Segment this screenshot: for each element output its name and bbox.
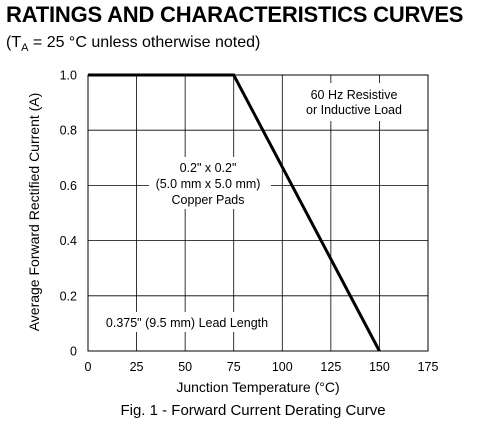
x-tick-label: 100 — [272, 360, 293, 374]
x-tick-label: 125 — [320, 360, 341, 374]
annotation-load-bg — [293, 83, 421, 121]
annotation-pads-line2: (5.0 mm x 5.0 mm) — [156, 177, 261, 191]
annotation-pads-line1: 0.2" x 0.2" — [180, 161, 237, 175]
y-ticks: 0 0.2 0.4 0.6 0.8 1.0 — [60, 69, 77, 359]
x-tick-label: 150 — [369, 360, 390, 374]
annotation-pads: 0.2" x 0.2" (5.0 mm x 5.0 mm) Copper Pad… — [149, 157, 271, 209]
y-axis-label: Average Forward Rectified Current (A) — [26, 93, 42, 332]
annotation-load: 60 Hz Resistive or Inductive Load — [293, 83, 421, 121]
page-title: RATINGS AND CHARACTERISTICS CURVES — [6, 2, 464, 27]
y-tick-label: 0.2 — [60, 289, 77, 303]
derating-curve — [88, 73, 381, 352]
y-tick-label: 0.8 — [60, 124, 77, 138]
x-tick-label: 50 — [178, 360, 192, 374]
condition-subscript: A — [21, 42, 29, 55]
x-tick-label: 0 — [85, 360, 92, 374]
x-axis-label: Junction Temperature (°C) — [176, 379, 339, 395]
annotation-lead-bg — [94, 312, 280, 332]
y-tick-label: 0.4 — [60, 234, 77, 248]
annotation-load-line1: 60 Hz Resistive — [311, 88, 398, 102]
test-condition: (TA = 25 °C unless otherwise noted) — [6, 34, 260, 54]
y-tick-label: 0 — [70, 345, 77, 359]
x-tick-label: 75 — [227, 360, 241, 374]
plot-frame — [87, 74, 429, 352]
x-tick-label: 25 — [130, 360, 144, 374]
y-tick-label: 1.0 — [60, 69, 77, 83]
condition-suffix: = 25 °C unless otherwise noted) — [28, 34, 261, 51]
y-tick-label: 0.6 — [60, 179, 77, 193]
x-tick-label: 175 — [418, 360, 439, 374]
grid — [88, 75, 428, 351]
chart-title: Fig. 1 - Forward Current Derating Curve — [120, 402, 385, 419]
annotation-lead-text: 0.375" (9.5 mm) Lead Length — [106, 316, 268, 330]
x-ticks: 0 25 50 75 100 125 150 175 — [85, 360, 439, 374]
annotation-load-line2: or Inductive Load — [306, 103, 402, 117]
annotation-pads-bg — [149, 157, 271, 209]
annotation-pads-line3: Copper Pads — [172, 193, 245, 207]
condition-prefix: (T — [6, 34, 22, 51]
annotation-lead: 0.375" (9.5 mm) Lead Length — [94, 312, 280, 332]
